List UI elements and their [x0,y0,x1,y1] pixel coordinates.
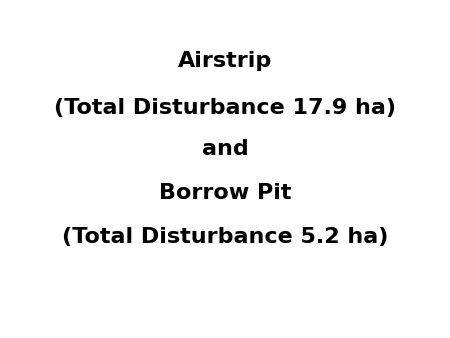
Text: (Total Disturbance 17.9 ha): (Total Disturbance 17.9 ha) [54,98,396,118]
Text: and: and [202,139,248,159]
Text: (Total Disturbance 5.2 ha): (Total Disturbance 5.2 ha) [62,226,388,247]
Text: Airstrip: Airstrip [178,51,272,71]
Text: Borrow Pit: Borrow Pit [159,183,291,203]
